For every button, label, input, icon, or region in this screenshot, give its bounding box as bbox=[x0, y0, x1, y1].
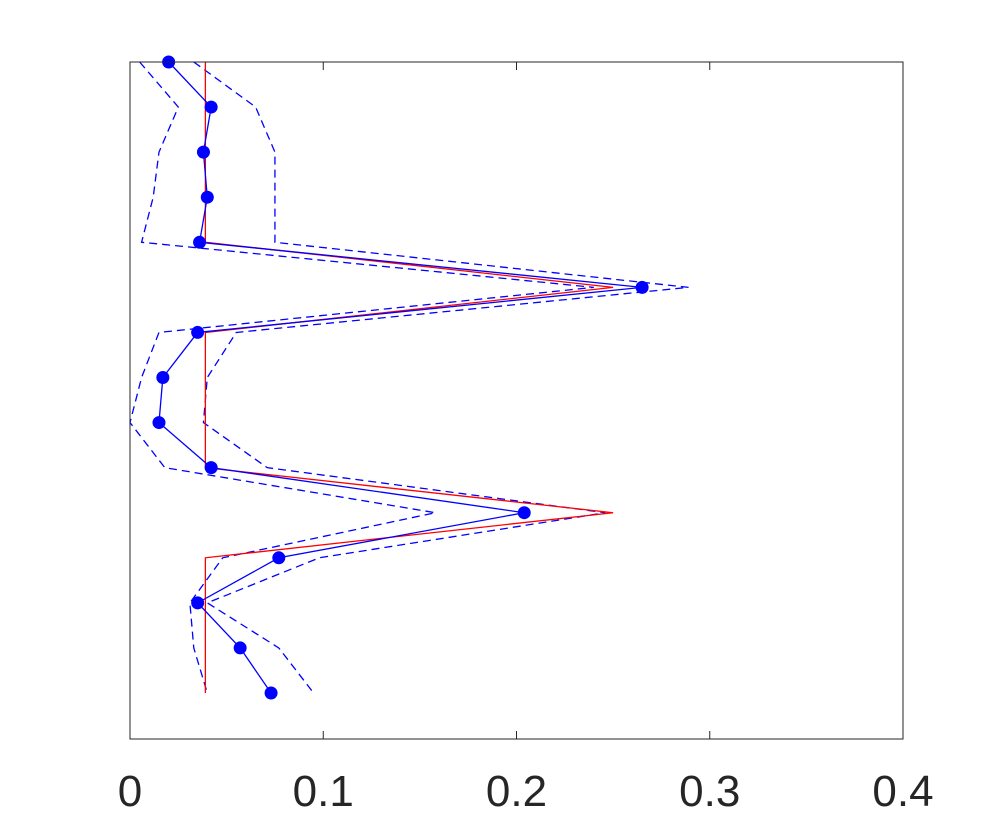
x-axis: 0 0.1 0.2 0.3 0.4 bbox=[118, 62, 934, 816]
data-point bbox=[204, 100, 218, 114]
data-point bbox=[196, 145, 210, 159]
data-point bbox=[204, 461, 218, 475]
data-point bbox=[264, 686, 278, 700]
data-point bbox=[200, 190, 214, 204]
data-point bbox=[191, 325, 205, 339]
x-tick-label: 0.2 bbox=[486, 767, 547, 816]
x-tick-label: 0.4 bbox=[872, 767, 933, 816]
data-point bbox=[156, 371, 170, 384]
series-line-lower-bound bbox=[129, 61, 594, 694]
data-point bbox=[517, 506, 531, 520]
data-point bbox=[272, 551, 286, 565]
x-tick-label: 0 bbox=[118, 767, 142, 816]
data-point bbox=[193, 235, 207, 249]
marker-layer bbox=[152, 55, 649, 700]
data-point bbox=[152, 416, 166, 430]
data-point bbox=[191, 596, 205, 610]
data-point bbox=[635, 280, 649, 294]
data-point bbox=[233, 641, 247, 655]
x-tick-label: 0.3 bbox=[679, 767, 740, 816]
plot-area bbox=[130, 62, 903, 739]
x-tick-label: 0.1 bbox=[293, 767, 354, 816]
